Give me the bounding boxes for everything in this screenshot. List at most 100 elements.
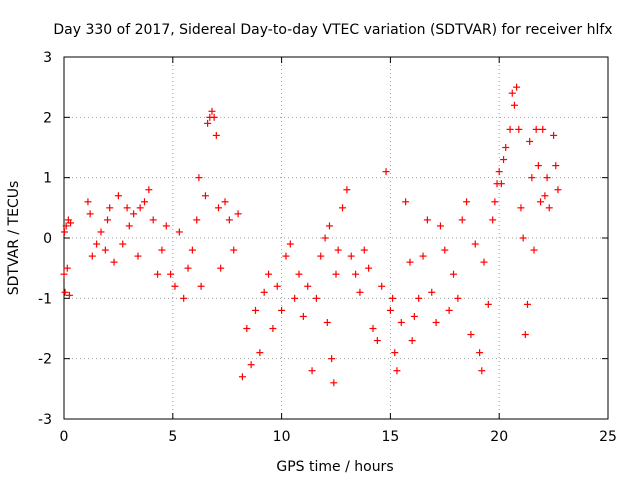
data-point [523, 300, 531, 308]
data-point [123, 204, 131, 212]
data-point [141, 198, 149, 206]
data-point [60, 228, 68, 236]
data-point [212, 131, 220, 139]
data-point [332, 270, 340, 278]
data-point [365, 264, 373, 272]
data-point [382, 168, 390, 176]
data-point [273, 282, 281, 290]
data-point [489, 216, 497, 224]
data-point [299, 312, 307, 320]
data-point [445, 306, 453, 314]
data-point [491, 198, 499, 206]
data-point [428, 288, 436, 296]
x-tick-label: 25 [599, 429, 617, 445]
data-point [208, 107, 216, 115]
data-point [193, 216, 201, 224]
data-point [308, 367, 316, 375]
x-tick-label: 20 [490, 429, 508, 445]
data-point [101, 246, 109, 254]
data-point [432, 318, 440, 326]
data-point [195, 174, 203, 182]
data-point [217, 264, 225, 272]
y-tick-label: 3 [43, 50, 52, 66]
data-point [495, 168, 503, 176]
data-point [323, 318, 331, 326]
data-point [247, 361, 255, 369]
data-point [154, 270, 162, 278]
data-point [265, 270, 273, 278]
data-point [328, 355, 336, 363]
data-point [330, 379, 338, 387]
x-tick-label: 0 [60, 429, 69, 445]
data-point [391, 349, 399, 357]
data-point [352, 270, 360, 278]
data-point [408, 337, 416, 345]
data-point [201, 192, 209, 200]
data-point [458, 216, 466, 224]
data-point [119, 240, 127, 248]
data-point [251, 306, 259, 314]
y-tick-label: -2 [38, 352, 52, 368]
data-point [554, 186, 562, 194]
data-point [106, 204, 114, 212]
data-point [325, 222, 333, 230]
y-tick-label: -3 [38, 412, 52, 428]
data-point [93, 240, 101, 248]
data-point [484, 300, 492, 308]
data-point [543, 174, 551, 182]
data-point [480, 258, 488, 266]
data-point [65, 291, 73, 299]
chart-title: Day 330 of 2017, Sidereal Day-to-day VTE… [53, 22, 612, 38]
data-point [419, 252, 427, 260]
data-point [360, 246, 368, 254]
x-tick-label: 10 [273, 429, 291, 445]
data-point [62, 222, 70, 230]
data-point [528, 174, 536, 182]
data-point [134, 252, 142, 260]
data-point [312, 294, 320, 302]
data-point [167, 270, 175, 278]
data-point [521, 331, 529, 339]
data-point [378, 282, 386, 290]
data-point [180, 294, 188, 302]
axis-ticks: 0 5 10 15 20 25 -3 -2 -1 0 1 2 3 [38, 50, 617, 445]
data-point [410, 312, 418, 320]
data-point [210, 113, 218, 121]
data-point [467, 331, 475, 339]
data-point [515, 125, 523, 133]
data-point [291, 294, 299, 302]
data-point [334, 246, 342, 254]
data-point [88, 252, 96, 260]
data-point [104, 216, 112, 224]
y-axis-label: SDTVAR / TECUs [6, 181, 22, 296]
data-point [347, 252, 355, 260]
data-point [63, 264, 71, 272]
data-point [110, 258, 118, 266]
data-point [282, 252, 290, 260]
data-point [415, 294, 423, 302]
data-point [526, 137, 534, 145]
data-point [397, 318, 405, 326]
data-point [317, 252, 325, 260]
data-point [541, 192, 549, 200]
data-point [386, 306, 394, 314]
data-point [339, 204, 347, 212]
data-point [321, 234, 329, 242]
data-point [393, 367, 401, 375]
grid [64, 57, 608, 419]
data-point [204, 119, 212, 127]
data-point [441, 246, 449, 254]
y-tick-label: 1 [43, 171, 52, 187]
x-axis-label: GPS time / hours [276, 459, 393, 475]
data-point [389, 294, 397, 302]
data-point [436, 222, 444, 230]
data-point [476, 349, 484, 357]
data-point [356, 288, 364, 296]
data-point [295, 270, 303, 278]
data-point [225, 216, 233, 224]
data-point [67, 219, 75, 227]
data-point [506, 125, 514, 133]
data-point [136, 204, 144, 212]
data-point [502, 144, 510, 151]
data-point [61, 288, 69, 296]
